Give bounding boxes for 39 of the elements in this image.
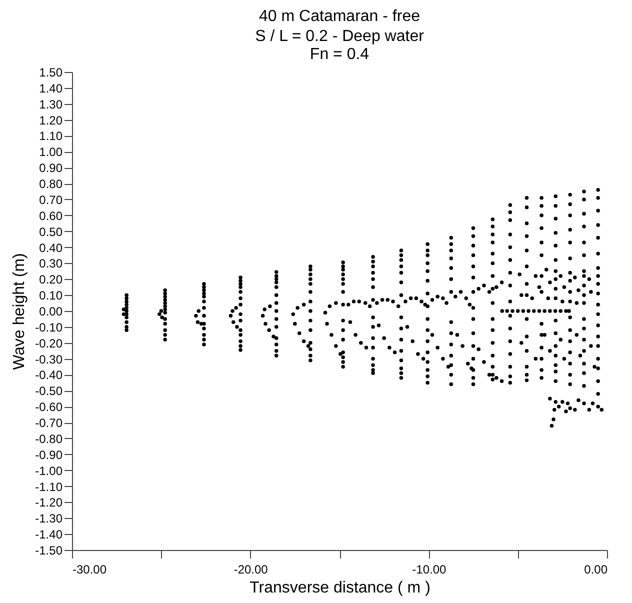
y-tick-label: 0.70 [39, 192, 63, 207]
x-tick-label: -30.00 [72, 562, 107, 576]
y-tick-label: 0.60 [39, 208, 63, 223]
y-tick-label: 1.10 [39, 129, 63, 144]
x-axis-title: Transverse distance ( m ) [250, 580, 430, 596]
y-tick-label: 0.80 [39, 177, 63, 192]
y-axis-title: Wave height (m) [11, 253, 28, 370]
y-tick-label: 0.40 [39, 240, 63, 255]
y-tick-label: 1.50 [39, 66, 63, 80]
y-tick-label: -1.20 [35, 496, 63, 510]
chart-title: 40 m Catamaran - free [259, 8, 420, 25]
y-tick-label: 1.40 [39, 81, 63, 96]
y-tick-label: -1.30 [35, 512, 63, 526]
y-tick-label: -0.80 [35, 432, 63, 446]
y-tick-label: -0.50 [35, 384, 63, 398]
y-tick-label: -0.60 [35, 400, 63, 414]
y-tick-label: 0.20 [39, 272, 63, 287]
y-tick-label: -0.30 [35, 352, 63, 366]
y-tick-label: 1.00 [39, 145, 63, 160]
y-tick-label: 0.50 [39, 224, 63, 239]
y-tick-label: 0.30 [39, 256, 63, 271]
y-tick-label: 0.90 [39, 161, 63, 176]
y-tick-label: -1.40 [35, 528, 63, 542]
y-tick-label: -0.10 [35, 320, 63, 334]
y-tick-label: -1.10 [35, 480, 63, 494]
y-tick-label: 0.00 [39, 304, 63, 318]
y-tick-label: -0.70 [35, 416, 63, 430]
x-tick-label: -20.00 [234, 562, 268, 576]
y-tick-label: -0.20 [35, 336, 63, 350]
y-tick-label: -0.90 [35, 448, 63, 462]
y-tick-label: -1.00 [35, 464, 63, 478]
y-tick-label: 1.20 [39, 113, 63, 128]
y-tick-label: -1.50 [35, 544, 63, 558]
chart-subtitle: S / L = 0.2 - Deep water Fn = 0.4 [255, 28, 425, 63]
y-tick-label: 0.10 [39, 288, 63, 303]
x-tick-label: -10.00 [412, 562, 447, 576]
y-tick-label: 1.30 [39, 97, 63, 112]
x-tick-label: 0.00 [584, 562, 608, 576]
y-tick-label: -0.40 [35, 368, 63, 382]
